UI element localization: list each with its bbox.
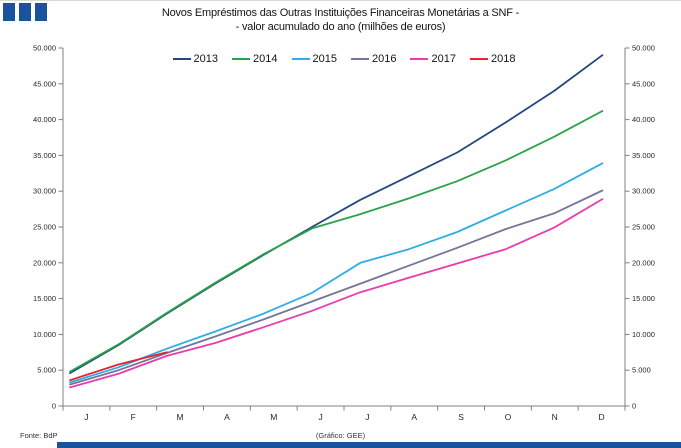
series-line-2016 — [69, 189, 604, 386]
gee-logo-squares — [3, 3, 47, 21]
legend-swatch-icon — [351, 57, 369, 61]
x-axis-tick-label: J — [318, 412, 322, 422]
y-axis-tick-label: 10.000 — [33, 330, 56, 339]
legend-label: 2014 — [253, 53, 278, 65]
legend-label: 2015 — [312, 53, 337, 65]
y-axis-tick-label-right: 40.000 — [632, 115, 655, 124]
x-axis-tick-label: M — [270, 412, 277, 422]
chart-title: Novos Empréstimos das Outras Instituiçõe… — [0, 7, 681, 34]
y-axis-tick-label: 40.000 — [33, 115, 56, 124]
chart-legend: 2013 2014 2015 2016 2017 2018 — [63, 53, 625, 65]
legend-item-2016: 2016 — [351, 53, 396, 65]
y-axis-tick-label: 5.000 — [37, 366, 56, 375]
series-line-2017 — [69, 198, 604, 389]
y-axis-tick-label: 0 — [52, 402, 56, 411]
x-axis-tick-label: F — [131, 412, 136, 422]
legend-swatch-icon — [469, 57, 488, 61]
y-axis-tick-label-right: 15.000 — [632, 294, 655, 303]
legend-swatch-icon — [172, 57, 191, 61]
x-axis-tick-label: N — [552, 412, 558, 422]
logo-square-icon — [19, 3, 31, 21]
series-line-2018 — [69, 351, 168, 382]
y-axis-tick-label: 50.000 — [33, 44, 56, 53]
legend-item-2018: 2018 — [469, 53, 516, 65]
legend-item-2015: 2015 — [291, 53, 337, 65]
y-axis-tick-label-right: 10.000 — [632, 330, 655, 339]
logo-square-icon — [3, 3, 15, 21]
y-axis-tick-label-right: 20.000 — [632, 258, 655, 267]
series-line-2013 — [69, 54, 604, 375]
legend-item-2014: 2014 — [232, 53, 278, 65]
x-axis-tick-label: O — [505, 412, 512, 422]
legend-swatch-icon — [291, 57, 310, 61]
y-axis-tick-label-right: 25.000 — [632, 223, 655, 232]
y-axis-tick-label: 30.000 — [33, 187, 56, 196]
series-line-2014 — [69, 110, 604, 373]
x-axis-tick-label: J — [365, 412, 369, 422]
y-axis-tick-label-right: 0 — [632, 402, 636, 411]
legend-item-2017: 2017 — [410, 53, 456, 65]
y-axis-tick-label: 25.000 — [33, 223, 56, 232]
x-axis-tick-label: D — [599, 412, 605, 422]
y-axis-tick-label-right: 50.000 — [632, 44, 655, 53]
legend-label: 2016 — [372, 53, 397, 65]
logo-square-icon — [35, 3, 47, 21]
x-axis-tick-label: M — [177, 412, 184, 422]
y-axis-tick-label: 35.000 — [33, 151, 56, 160]
chart-title-line2: - valor acumulado do ano (milhões de eur… — [235, 20, 446, 33]
legend-label: 2017 — [431, 53, 456, 65]
credit-note: (Gráfico: GEE) — [315, 431, 366, 440]
x-axis-tick-label: A — [411, 412, 417, 422]
chart-title-line1: Novos Empréstimos das Outras Instituiçõe… — [161, 7, 520, 19]
legend-label: 2018 — [490, 53, 516, 65]
y-axis-tick-label: 15.000 — [33, 294, 56, 303]
y-axis-tick-label-right: 30.000 — [632, 187, 655, 196]
legend-label: 2013 — [193, 53, 219, 65]
x-axis-tick-label: J — [84, 412, 88, 422]
x-axis-tick-label: A — [224, 412, 230, 422]
bottom-accent-bar — [57, 442, 681, 448]
series-line-2015 — [69, 162, 604, 384]
y-axis-tick-label-right: 45.000 — [632, 79, 655, 88]
y-axis-tick-label: 20.000 — [33, 258, 56, 267]
legend-swatch-icon — [232, 57, 251, 61]
legend-swatch-icon — [410, 57, 429, 61]
y-axis-tick-label-right: 5.000 — [632, 366, 651, 375]
x-axis-tick-label: S — [458, 412, 464, 422]
y-axis-tick-label: 45.000 — [33, 79, 56, 88]
source-note: Fonte: BdP — [20, 431, 58, 440]
legend-item-2013: 2013 — [172, 53, 219, 65]
y-axis-tick-label-right: 35.000 — [632, 151, 655, 160]
